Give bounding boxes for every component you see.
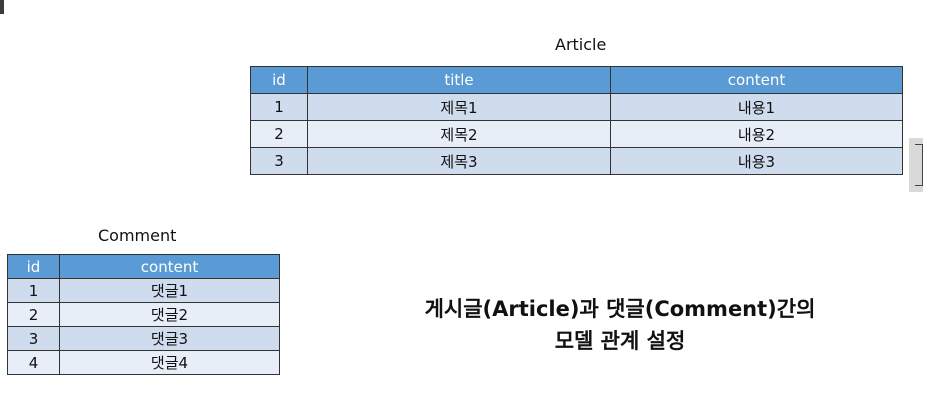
article-col-title: title	[307, 66, 611, 94]
edge-bracket-icon	[909, 138, 923, 192]
article-table-title: Article	[555, 35, 607, 54]
article-cell-id: 1	[250, 93, 308, 121]
slide-corner-bar	[0, 0, 4, 14]
comment-cell-content: 댓글3	[59, 326, 280, 351]
table-row: 3 댓글3	[7, 326, 280, 351]
comment-cell-id: 2	[7, 302, 60, 327]
comment-cell-id: 3	[7, 326, 60, 351]
article-col-content: content	[610, 66, 903, 94]
article-cell-id: 2	[250, 120, 308, 148]
comment-col-content: content	[59, 254, 280, 279]
article-cell-title: 제목1	[307, 93, 611, 121]
article-cell-content: 내용3	[610, 147, 903, 175]
comment-table: id content 1 댓글1 2 댓글2 3 댓글3 4 댓글4	[7, 254, 280, 375]
comment-cell-id: 4	[7, 350, 60, 375]
table-row: 4 댓글4	[7, 350, 280, 375]
article-header-row: id title content	[250, 66, 903, 94]
caption-line-1: 게시글(Article)과 댓글(Comment)간의	[424, 297, 816, 321]
comment-header-row: id content	[7, 254, 280, 279]
table-row: 2 제목2 내용2	[250, 120, 903, 148]
table-row: 2 댓글2	[7, 302, 280, 327]
caption-line-2: 모델 관계 설정	[554, 329, 686, 353]
comment-cell-content: 댓글1	[59, 278, 280, 303]
article-cell-title: 제목3	[307, 147, 611, 175]
article-col-id: id	[250, 66, 308, 94]
comment-cell-content: 댓글2	[59, 302, 280, 327]
article-cell-content: 내용1	[610, 93, 903, 121]
table-row: 1 댓글1	[7, 278, 280, 303]
article-cell-title: 제목2	[307, 120, 611, 148]
article-table: id title content 1 제목1 내용1 2 제목2 내용2 3 제…	[250, 66, 903, 175]
article-cell-id: 3	[250, 147, 308, 175]
comment-table-title: Comment	[98, 226, 177, 245]
relationship-caption: 게시글(Article)과 댓글(Comment)간의 모델 관계 설정	[380, 293, 860, 357]
article-cell-content: 내용2	[610, 120, 903, 148]
comment-col-id: id	[7, 254, 60, 279]
table-row: 1 제목1 내용1	[250, 93, 903, 121]
comment-cell-content: 댓글4	[59, 350, 280, 375]
table-row: 3 제목3 내용3	[250, 147, 903, 175]
comment-cell-id: 1	[7, 278, 60, 303]
